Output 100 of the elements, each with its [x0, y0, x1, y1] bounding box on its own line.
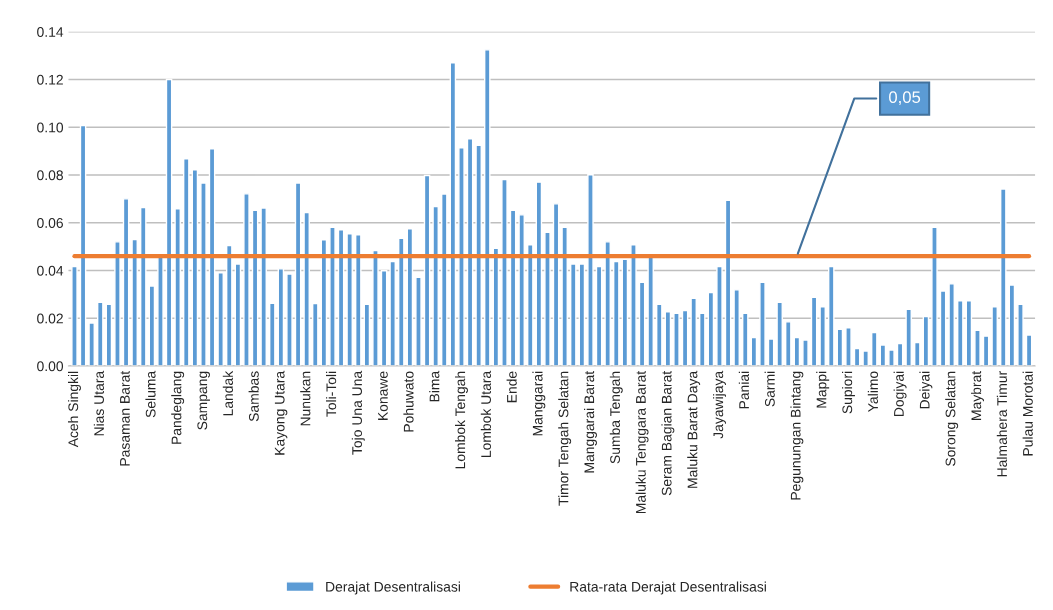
bar	[518, 214, 525, 366]
bar	[845, 327, 852, 366]
bar	[354, 234, 362, 366]
bar	[621, 258, 629, 366]
bar	[389, 260, 396, 366]
x-tick-label: Paniai	[738, 371, 749, 409]
bar	[200, 182, 207, 366]
x-tick-label: Maybrat	[971, 370, 984, 420]
x-tick-label: Nunukan	[300, 371, 311, 426]
bar	[415, 276, 422, 366]
bar	[982, 335, 990, 366]
bar	[96, 301, 104, 366]
bar	[655, 303, 663, 366]
legend-label: Rata-rata Derajat Desentralisasi	[570, 581, 766, 595]
bar	[681, 309, 689, 366]
bar	[475, 144, 482, 366]
bar	[828, 265, 835, 366]
x-tick-label: Manggarai	[532, 371, 546, 436]
x-tick-label: Ende	[506, 371, 517, 403]
x-tick-label: Toli-Toli	[326, 371, 337, 417]
bar	[802, 339, 809, 366]
bar	[664, 311, 672, 366]
bar	[819, 306, 826, 366]
x-tick-label: Pulau Morotai	[1022, 371, 1033, 456]
bar	[71, 265, 78, 366]
bar	[277, 268, 285, 366]
bar	[939, 290, 947, 366]
bar	[483, 49, 491, 366]
bar	[785, 321, 792, 366]
bar	[776, 301, 783, 366]
bar	[397, 237, 405, 366]
x-tick-label: Sarmi	[764, 371, 775, 407]
bar	[914, 341, 921, 366]
x-tick-label: Manggarai Barat	[584, 370, 597, 473]
x-tick-label: Kayong Utara	[274, 370, 288, 455]
bar	[372, 249, 379, 366]
x-tick-label: Sumba Tengah	[609, 371, 623, 464]
bar	[974, 329, 981, 366]
bar	[501, 178, 508, 366]
bar	[458, 147, 465, 366]
bar	[79, 124, 87, 366]
bar	[380, 270, 388, 366]
bar	[1025, 334, 1033, 366]
bar	[131, 238, 138, 366]
bar	[234, 263, 242, 366]
bar	[948, 283, 955, 366]
bar	[647, 256, 654, 366]
x-tick-label: Sampang	[197, 371, 210, 430]
x-tick-label: Tojo Una Una	[351, 370, 365, 455]
bar	[888, 349, 895, 366]
x-tick-label: Lombok Utara	[480, 370, 491, 457]
y-tick-label: 0.10	[37, 122, 64, 133]
x-tick-label: Pohuwato	[403, 371, 414, 432]
bar	[286, 273, 293, 366]
x-tick-label: Lombok Tengah	[455, 371, 468, 469]
bar	[698, 312, 706, 366]
y-tick-label: 0.14	[37, 27, 64, 37]
bar	[871, 331, 878, 366]
bar	[612, 260, 620, 366]
bar	[922, 315, 930, 366]
bar	[544, 231, 551, 366]
x-tick-label: Dogiyai	[893, 371, 907, 417]
bar	[148, 285, 156, 366]
bar	[741, 312, 749, 366]
bar	[905, 308, 912, 366]
y-tick-label: 0.08	[37, 170, 63, 181]
bar	[294, 182, 302, 366]
x-tick-label: Maluku Tenggara Barat	[635, 370, 649, 514]
x-tick-label: Deiyai	[919, 371, 933, 409]
bar	[208, 148, 216, 366]
bar	[673, 312, 680, 366]
x-tick-label: Supiori	[842, 371, 855, 414]
legend-label: Derajat Desentralisasi	[326, 581, 460, 595]
x-tick-label: Mappi	[816, 371, 830, 408]
bar	[561, 226, 568, 366]
bar	[466, 138, 474, 366]
bar	[578, 263, 586, 366]
bar	[440, 193, 448, 366]
x-tick-label: Seram Bagian Barat	[661, 370, 675, 496]
bar	[991, 306, 998, 366]
bar	[1008, 284, 1016, 366]
y-tick-label: 0.02	[37, 313, 63, 324]
bar	[733, 289, 740, 366]
bar	[716, 265, 723, 366]
bar	[810, 296, 818, 366]
bar	[759, 281, 766, 366]
bar	[690, 297, 697, 366]
x-tick-label: Pandeglang	[171, 371, 185, 444]
bar	[432, 205, 439, 366]
bar	[165, 78, 173, 366]
bar	[879, 344, 887, 366]
x-tick-label: Jayawijaya	[713, 370, 726, 439]
bar	[931, 226, 938, 366]
bar	[862, 350, 869, 366]
bar	[1000, 188, 1007, 366]
x-tick-label: Halmahera Timur	[996, 371, 1008, 477]
x-tick-label: Aceh Singkil	[67, 371, 81, 448]
bar	[604, 241, 611, 366]
x-tick-label: Landak	[222, 370, 233, 416]
bar	[105, 303, 113, 366]
